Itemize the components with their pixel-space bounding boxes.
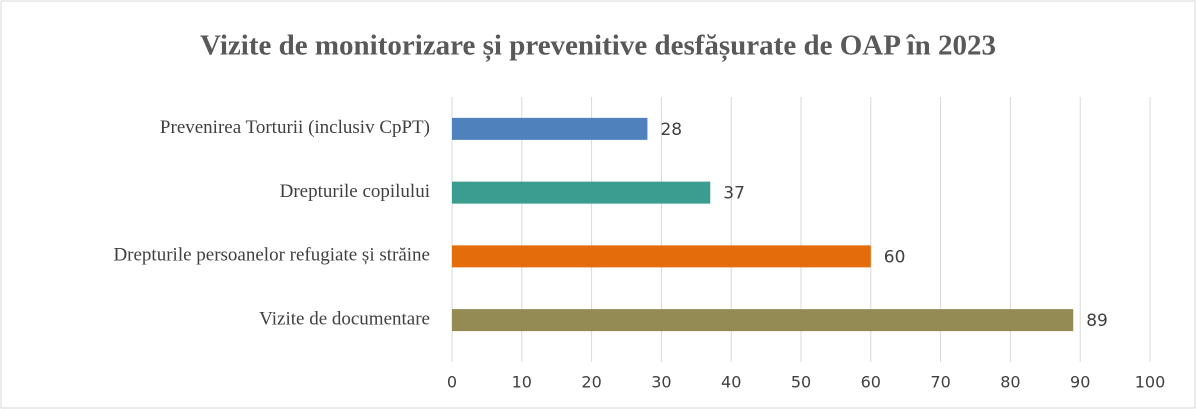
x-tick-label: 40 — [721, 373, 741, 392]
x-tick-label: 10 — [512, 373, 532, 392]
x-tick-label: 50 — [791, 373, 811, 392]
x-tick-label: 90 — [1070, 373, 1090, 392]
y-tick-label: Drepturile persoanelor refugiate și stră… — [113, 245, 430, 266]
x-tick-label: 100 — [1135, 373, 1166, 392]
x-tick-label: 20 — [581, 373, 601, 392]
value-label: 28 — [660, 120, 682, 140]
x-tick-label: 70 — [930, 373, 950, 392]
y-tick-label: Vizite de documentare — [259, 308, 430, 329]
value-label: 37 — [723, 184, 745, 204]
y-tick-label: Prevenirea Torturii (inclusiv CpPT) — [160, 117, 430, 138]
bar — [452, 181, 711, 204]
x-tick-label: 0 — [447, 373, 457, 392]
y-tick-label: Drepturile copilului — [280, 181, 430, 202]
bar — [452, 245, 871, 268]
bar — [452, 117, 648, 140]
value-label: 60 — [884, 247, 906, 267]
x-tick-label: 60 — [861, 373, 881, 392]
x-tick-label: 80 — [1000, 373, 1020, 392]
x-tick-label: 30 — [651, 373, 671, 392]
bar — [452, 309, 1074, 332]
value-label: 89 — [1086, 311, 1108, 331]
chart-title: Vizite de monitorizare și prevenitive de… — [200, 30, 996, 63]
